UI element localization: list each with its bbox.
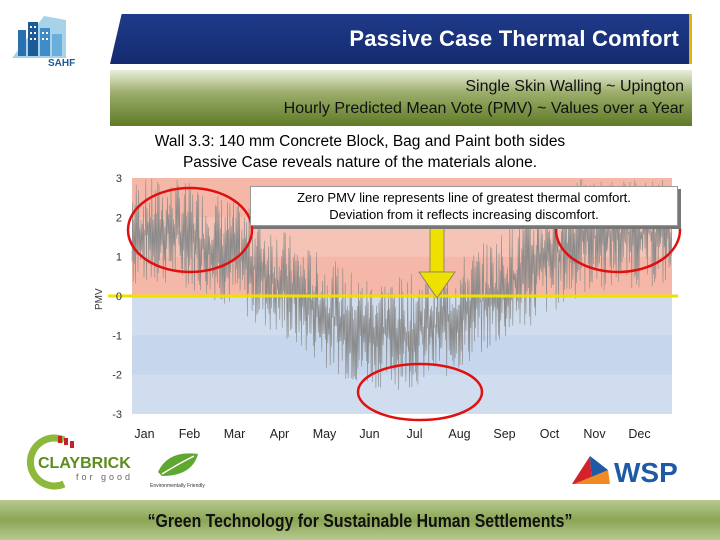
subtitle-metric: Hourly Predicted Mean Vote (PMV) ~ Value… — [283, 100, 684, 117]
claybrick-text: CLAYBRICK — [38, 455, 131, 472]
page-title: Passive Case Thermal Comfort — [349, 26, 679, 51]
case-description: Passive Case reveals nature of the mater… — [182, 154, 538, 171]
x-tick-label: May — [313, 427, 337, 441]
x-tick-label: Dec — [628, 427, 650, 441]
footer-bar: “Green Technology for Sustainable Human … — [0, 500, 720, 540]
y-tick-label: -2 — [112, 370, 122, 382]
callout-line2: Deviation from it reflects increasing di… — [329, 207, 599, 222]
eco-caption: Environmentally Friendly — [150, 483, 205, 489]
highlight-circle-winter — [356, 362, 484, 422]
x-tick-label: Mar — [224, 427, 246, 441]
x-tick-label: Aug — [448, 427, 470, 441]
x-tick-label: Jan — [134, 427, 154, 441]
y-tick-label: 0 — [116, 291, 122, 303]
wsp-text: WSP — [614, 457, 678, 488]
x-tick-label: Sep — [493, 427, 515, 441]
x-tick-label: Apr — [270, 427, 289, 441]
subtitle-bar: Single Skin Walling ~ Upington Hourly Pr… — [110, 70, 692, 126]
y-tick-label: -3 — [112, 409, 122, 421]
arrow-icon — [418, 227, 456, 299]
footer-tagline: “Green Technology for Sustainable Human … — [147, 511, 573, 531]
wsp-logo: WSP — [570, 450, 690, 490]
eco-logo: Environmentally Friendly — [148, 446, 212, 490]
title-bar: Passive Case Thermal Comfort — [110, 14, 692, 64]
x-tick-label: Nov — [583, 427, 606, 441]
y-tick-label: -1 — [112, 330, 122, 342]
x-tick-label: Jun — [359, 427, 379, 441]
claybrick-sub: for good — [76, 472, 133, 482]
x-tick-label: Jul — [407, 427, 423, 441]
callout-line1: Zero PMV line represents line of greates… — [297, 190, 631, 205]
y-tick-label: 2 — [116, 212, 122, 224]
callout-box: Zero PMV line represents line of greates… — [250, 186, 678, 226]
x-tick-label: Oct — [540, 427, 560, 441]
subtitle-location: Single Skin Walling ~ Upington — [465, 78, 684, 95]
y-tick-label: 3 — [116, 173, 122, 185]
y-axis-label: PMV — [94, 288, 105, 310]
claybrick-logo: CLAYBRICK for good — [24, 434, 144, 490]
y-tick-label: 1 — [116, 252, 122, 264]
highlight-circle-summer — [126, 186, 254, 274]
sahf-logo: SAHF — [4, 6, 90, 69]
x-tick-label: Feb — [179, 427, 201, 441]
sahf-logo-text: SAHF — [48, 58, 75, 68]
wall-description: Wall 3.3: 140 mm Concrete Block, Bag and… — [154, 133, 566, 150]
band-stripe — [132, 374, 672, 414]
